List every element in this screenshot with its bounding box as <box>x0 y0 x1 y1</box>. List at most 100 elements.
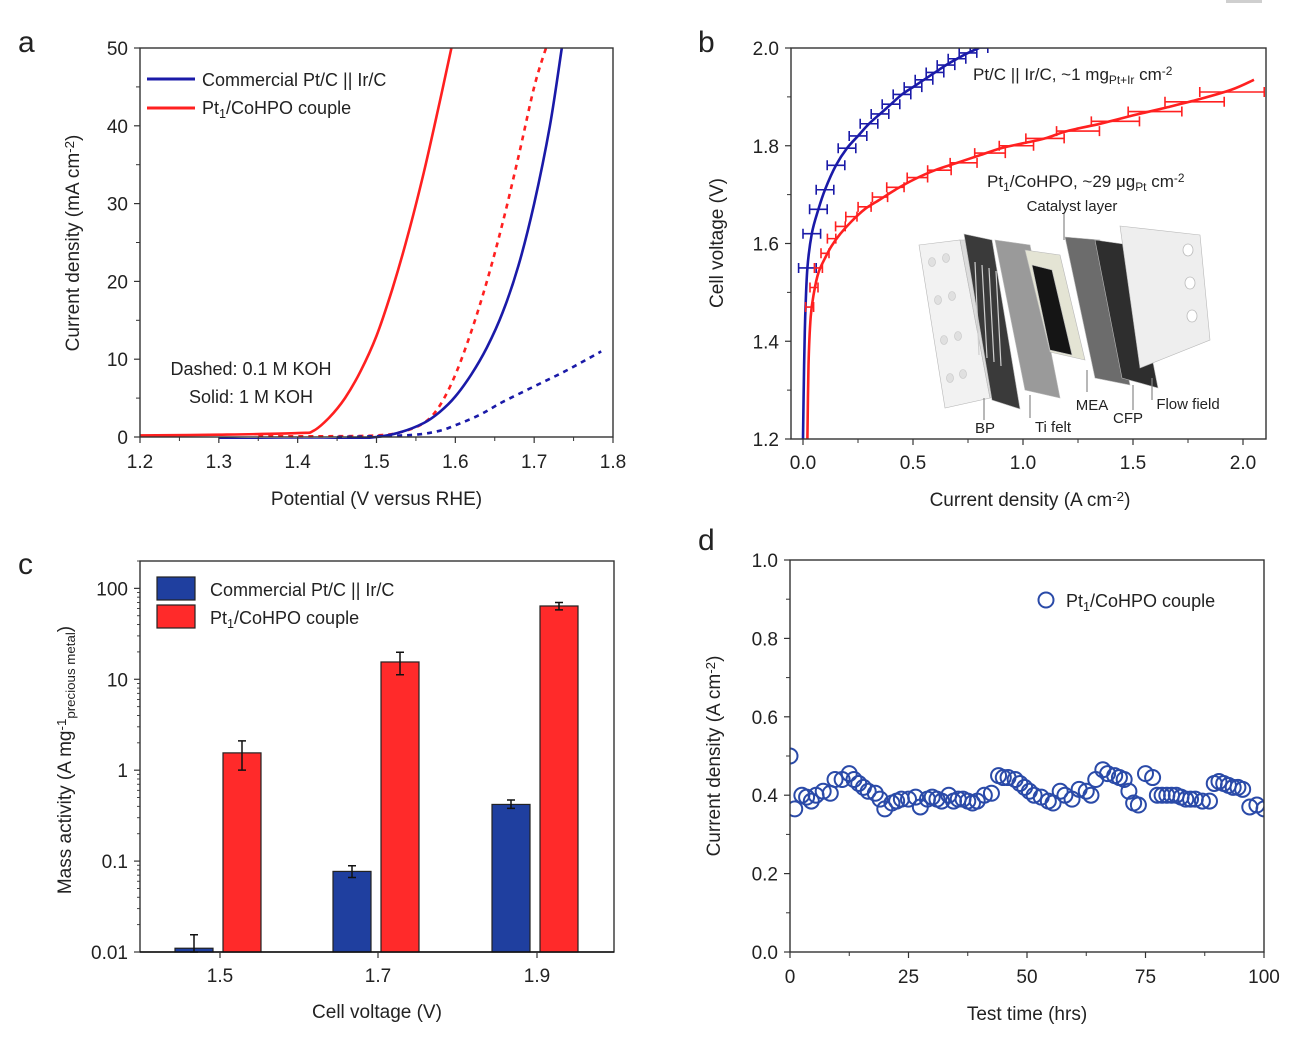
y-tick-label: 20 <box>107 272 128 293</box>
plate-hole <box>1184 276 1196 290</box>
text-part: ) <box>63 135 84 141</box>
panel-letter-a: a <box>18 26 35 59</box>
data-point <box>850 774 868 792</box>
data-point <box>982 784 1000 802</box>
error-bar-red <box>926 165 952 176</box>
text-part: -2 <box>1112 489 1124 504</box>
error-bar-red <box>1127 106 1183 117</box>
x-tick-label: 1.5 <box>207 966 233 987</box>
data-point <box>859 782 877 800</box>
catalyst-layer <box>1031 264 1073 356</box>
error-bar-red <box>804 302 815 313</box>
error-bar <box>507 799 515 810</box>
bar-pt1-cohpo-1.9 <box>539 605 579 953</box>
text-part: Pt <box>1135 180 1147 194</box>
y-tick-label: 0.8 <box>752 629 778 650</box>
y-axis-label: Current density (mA cm-2) <box>62 135 84 352</box>
text-part: -2 <box>1162 64 1173 78</box>
y-tick-label: 0.0 <box>752 943 778 964</box>
text-part: Current density (A cm <box>704 674 725 857</box>
text-part: Pt <box>202 98 219 118</box>
error-bar-blue <box>881 99 901 110</box>
bar-commercial-1.9 <box>491 803 531 953</box>
y-axis-label: Cell voltage (V) <box>707 178 728 308</box>
data-point <box>975 786 993 804</box>
x-tick-label: 25 <box>898 967 919 988</box>
inset-label-bp: BP <box>975 420 995 437</box>
error-bar-red <box>809 282 819 293</box>
error-bar-red <box>834 221 847 232</box>
error-bar-blue <box>947 53 967 64</box>
data-point <box>871 790 889 808</box>
cfp-layer <box>1064 236 1131 386</box>
text-part: -2 <box>62 141 77 153</box>
data-point <box>826 771 844 789</box>
error-bar <box>238 740 246 771</box>
error-bar-blue <box>936 60 956 71</box>
text-part: Mass activity (A mg <box>55 730 76 894</box>
error-bar-blue <box>914 74 934 85</box>
error-bar-red <box>998 140 1035 151</box>
x-tick-label: 1.5 <box>363 452 389 473</box>
y-tick-label: 0 <box>117 428 128 449</box>
panel-c-mass-activity-chart: 1.5 1.7 1.9 0.01 0.1 1 10 100 Cell voltage (V) Ma… <box>54 560 615 1023</box>
data-point <box>1011 774 1029 792</box>
x-tick-label: 1.7 <box>365 966 391 987</box>
error-bar-red <box>1090 116 1141 127</box>
legend-label-commercial: Commercial Pt/C || Ir/C <box>210 580 394 600</box>
legend-label-pt1-cohpo: Pt1/CoHPO couple <box>202 98 351 121</box>
data-point <box>866 784 884 802</box>
text-part: 1 <box>227 617 234 631</box>
data-point <box>1099 765 1117 783</box>
text-part: Pt+Ir <box>1109 73 1134 87</box>
y-tick-label: 1 <box>117 761 128 782</box>
plate-hole <box>940 335 948 345</box>
x-tick-label: 1.6 <box>442 452 468 473</box>
error-bar-red <box>1198 86 1266 97</box>
error-bar-red <box>813 262 824 273</box>
plate-hole <box>928 257 936 267</box>
data-point <box>790 800 804 818</box>
plate-hole <box>1182 243 1194 257</box>
x-tick-label: 1.2 <box>127 452 153 473</box>
data-point <box>1193 792 1211 810</box>
text-part: /CoHPO couple <box>226 98 351 118</box>
data-point <box>1016 778 1034 796</box>
x-tick-label: 0 <box>785 967 796 988</box>
x-tick-label: 1.3 <box>206 452 232 473</box>
error-bar-blue <box>969 48 989 53</box>
text-part: Pt <box>1066 591 1083 611</box>
text-part: ) <box>704 656 725 662</box>
bar-pt1-cohpo-1.5 <box>222 752 262 953</box>
error-bar-red <box>845 211 858 222</box>
x-axis-label: Cell voltage (V) <box>312 1002 442 1023</box>
error-bar-red <box>857 201 872 212</box>
text-part: cm <box>1134 65 1161 84</box>
text-part: -2 <box>703 662 718 674</box>
error-bar-blue <box>958 48 978 58</box>
text-part: /CoHPO couple <box>234 608 359 628</box>
y-tick-label: 30 <box>107 195 128 216</box>
axis-frame <box>789 559 1265 953</box>
panel-a-lsv-chart: 1.2 1.3 1.4 1.5 1.6 1.7 1.8 0 10 20 30 40 50 Potentia… <box>62 39 626 510</box>
data-point <box>1129 796 1147 814</box>
legend-marker-open-circle <box>1037 591 1055 609</box>
top-edge-mark <box>1226 0 1262 3</box>
y-tick-label: 40 <box>107 117 128 138</box>
y-tick-label: 100 <box>96 579 128 600</box>
data-point <box>1234 780 1252 798</box>
data-point <box>1182 790 1200 808</box>
panel-letter-c: c <box>18 548 33 581</box>
data-point <box>1082 786 1100 804</box>
error-bar-red <box>820 248 830 259</box>
data-point <box>1120 782 1138 800</box>
error-bar-blue <box>802 228 822 239</box>
error-bar-blue <box>837 143 857 154</box>
x-tick-label: 1.4 <box>284 452 311 473</box>
legend-label-pt1-cohpo: Pt1/CoHPO couple <box>1066 591 1215 614</box>
flow-channels-left <box>974 261 1002 367</box>
data-point <box>900 790 917 808</box>
